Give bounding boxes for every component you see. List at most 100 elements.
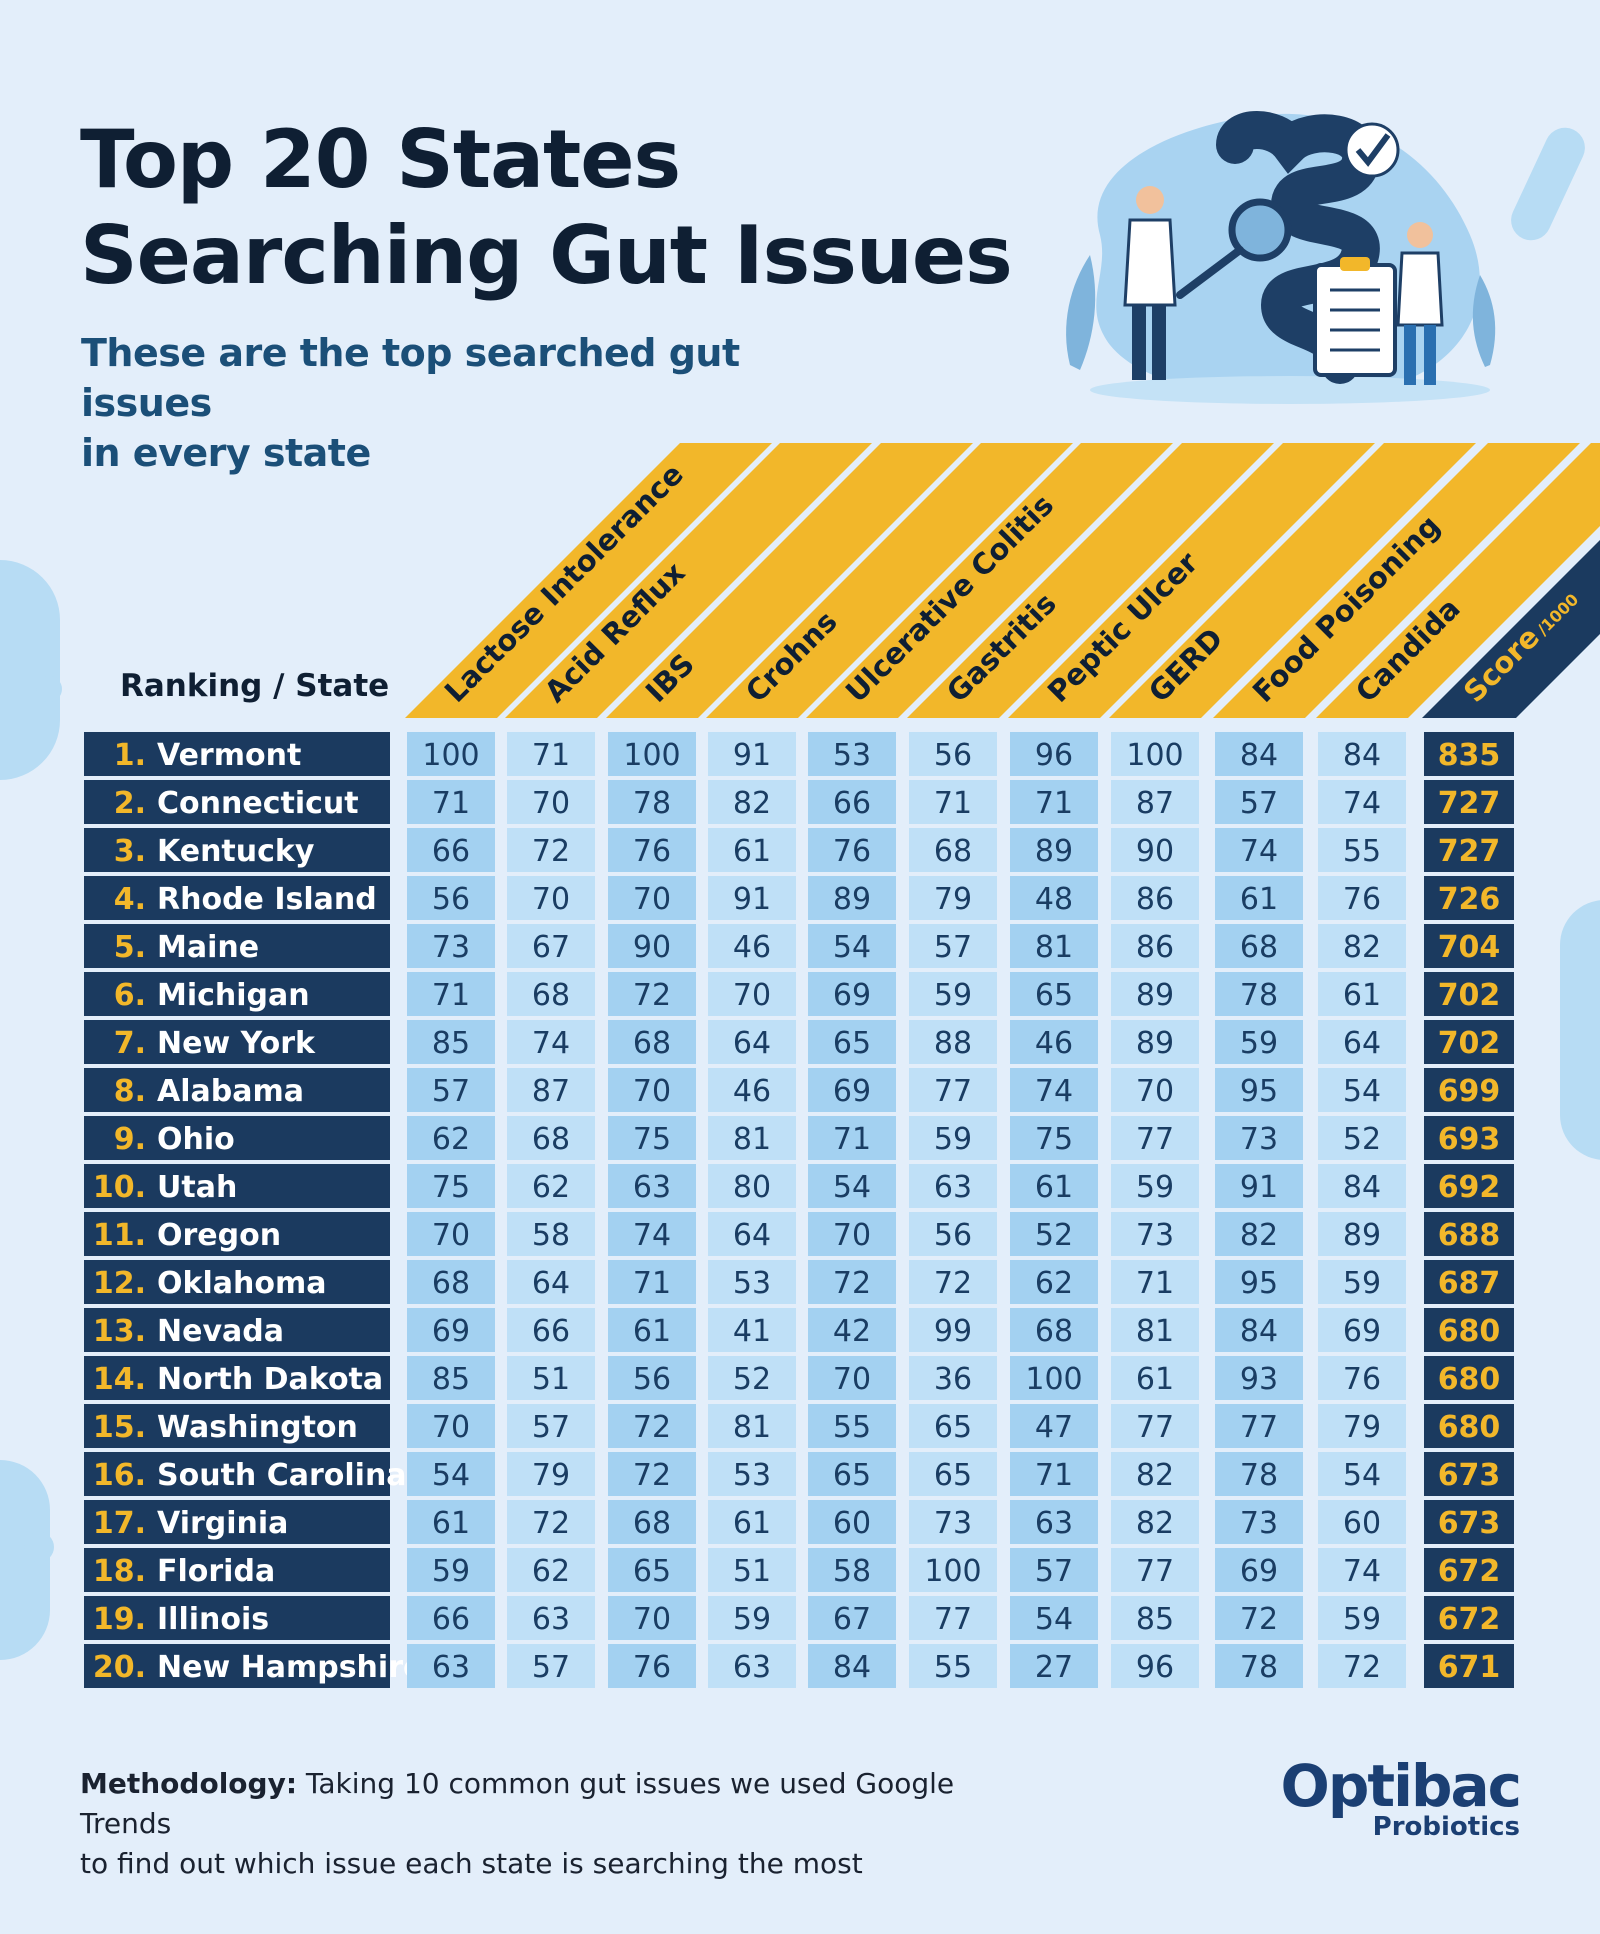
state-cell (84, 1644, 390, 1688)
value-label: 57 (934, 930, 972, 965)
table-row: 5. Maine 73 67 90 46 54 57 81 86 68 82 704 (84, 924, 1514, 968)
value-cell (808, 1404, 896, 1448)
value-label: 65 (934, 1410, 972, 1445)
value-label: 62 (1035, 1266, 1073, 1301)
value-cell (909, 1260, 997, 1304)
value-label: 70 (633, 1602, 671, 1637)
value-label: 59 (432, 1554, 470, 1589)
state-cell (84, 1356, 390, 1400)
value-label: 63 (1035, 1506, 1073, 1541)
score-value: 672 (1438, 1554, 1501, 1589)
value-cell (1111, 1452, 1199, 1496)
value-cell (808, 1164, 896, 1208)
value-cell (1215, 1020, 1303, 1064)
value-label: 86 (1136, 882, 1174, 917)
value-label: 70 (1136, 1074, 1174, 1109)
value-cell (909, 1212, 997, 1256)
value-cell (608, 1500, 696, 1544)
rank-number: 20. (93, 1650, 146, 1685)
value-label: 77 (1136, 1122, 1174, 1157)
value-label: 53 (733, 1266, 771, 1301)
value-cell (808, 972, 896, 1016)
value-cell (708, 1164, 796, 1208)
score-value: 693 (1438, 1122, 1501, 1157)
value-label: 61 (1035, 1170, 1073, 1205)
value-label: 72 (633, 1410, 671, 1445)
value-label: 100 (623, 738, 680, 773)
value-cell (507, 1596, 595, 1640)
state-cell (84, 1452, 390, 1496)
value-cell (407, 1596, 495, 1640)
magnifier-icon (1228, 198, 1292, 262)
value-label: 63 (633, 1170, 671, 1205)
score-cell (1424, 1644, 1514, 1688)
table-row: 2. Connecticut 71 70 78 82 66 71 71 87 57 74 727 (84, 780, 1514, 824)
value-label: 84 (1343, 738, 1381, 773)
rank-number: 10. (93, 1170, 146, 1205)
value-cell (1215, 732, 1303, 776)
value-label: 96 (1136, 1650, 1174, 1685)
score-cell (1424, 876, 1514, 920)
value-cell (1318, 924, 1406, 968)
column-header-stripe (606, 443, 973, 718)
ranking-state-header: Ranking / State (120, 668, 390, 704)
score-value: 704 (1438, 930, 1501, 965)
value-cell (708, 1260, 796, 1304)
value-label: 85 (432, 1362, 470, 1397)
value-cell (808, 1308, 896, 1352)
value-cell (407, 1500, 495, 1544)
value-label: 58 (532, 1218, 570, 1253)
gut-doctors-illustration (1066, 111, 1496, 404)
rank-number: 4. (114, 882, 146, 917)
value-cell (1215, 1164, 1303, 1208)
value-cell (608, 876, 696, 920)
value-cell (708, 1644, 796, 1688)
value-cell (407, 1548, 495, 1592)
state-name: New Hampshire (157, 1650, 423, 1685)
value-label: 59 (934, 1122, 972, 1157)
value-cell (1318, 732, 1406, 776)
value-label: 70 (833, 1362, 871, 1397)
value-cell (909, 1404, 997, 1448)
value-label: 89 (1343, 1218, 1381, 1253)
value-cell (608, 1212, 696, 1256)
value-label: 61 (733, 834, 771, 869)
value-cell (1010, 1260, 1098, 1304)
value-label: 85 (1136, 1602, 1174, 1637)
value-cell (808, 1548, 896, 1592)
value-label: 46 (733, 1074, 771, 1109)
value-cell (407, 1164, 495, 1208)
score-cell (1424, 1260, 1514, 1304)
value-cell (507, 876, 595, 920)
value-label: 76 (633, 834, 671, 869)
value-label: 91 (733, 738, 771, 773)
subtitle-line-2: in every state (81, 431, 371, 475)
value-label: 59 (1240, 1026, 1278, 1061)
value-label: 54 (1035, 1602, 1073, 1637)
value-label: 59 (934, 978, 972, 1013)
state-cell (84, 1164, 390, 1208)
value-cell (1111, 1068, 1199, 1112)
value-label: 54 (432, 1458, 470, 1493)
value-label: 79 (532, 1458, 570, 1493)
value-cell (1215, 1212, 1303, 1256)
value-label: 72 (934, 1266, 972, 1301)
value-label: 61 (1343, 978, 1381, 1013)
score-value: 671 (1438, 1650, 1501, 1685)
table-row: 16. South Carolina 54 79 72 53 65 65 71 82 78 54 673 (84, 1452, 1514, 1496)
value-label: 70 (833, 1218, 871, 1253)
value-cell (708, 1548, 796, 1592)
value-label: 56 (934, 1218, 972, 1253)
value-label: 100 (1025, 1362, 1082, 1397)
score-cell (1424, 1404, 1514, 1448)
value-label: 61 (1136, 1362, 1174, 1397)
value-label: 62 (432, 1122, 470, 1157)
value-label: 78 (1240, 978, 1278, 1013)
value-cell (909, 828, 997, 872)
value-cell (608, 924, 696, 968)
value-cell (909, 924, 997, 968)
score-cell (1424, 1308, 1514, 1352)
score-value: 672 (1438, 1602, 1501, 1637)
value-cell (608, 1116, 696, 1160)
value-cell (507, 1020, 595, 1064)
